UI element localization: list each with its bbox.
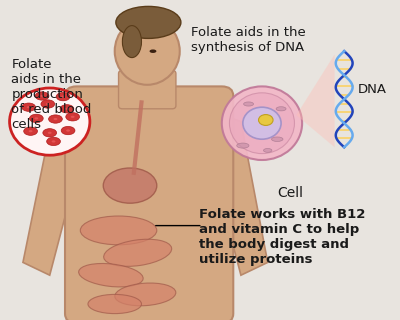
Ellipse shape <box>29 130 32 132</box>
Ellipse shape <box>230 93 294 154</box>
Ellipse shape <box>34 117 38 120</box>
Ellipse shape <box>104 239 172 266</box>
Ellipse shape <box>27 106 30 108</box>
Ellipse shape <box>35 92 49 100</box>
Ellipse shape <box>115 283 176 306</box>
Ellipse shape <box>88 294 142 314</box>
Ellipse shape <box>71 116 74 118</box>
Text: Folate
aids in the
production
of red blood
cells: Folate aids in the production of red blo… <box>12 58 92 131</box>
Ellipse shape <box>52 140 56 143</box>
Ellipse shape <box>43 129 56 137</box>
Ellipse shape <box>276 107 286 111</box>
Ellipse shape <box>61 126 75 135</box>
Ellipse shape <box>79 263 143 287</box>
Text: Cell: Cell <box>278 186 304 200</box>
Ellipse shape <box>48 115 62 123</box>
Ellipse shape <box>47 137 60 146</box>
FancyBboxPatch shape <box>118 70 176 109</box>
Ellipse shape <box>244 102 254 106</box>
Ellipse shape <box>48 132 52 134</box>
Ellipse shape <box>150 50 156 53</box>
Ellipse shape <box>41 100 55 108</box>
Ellipse shape <box>264 148 272 152</box>
Ellipse shape <box>258 115 273 125</box>
Ellipse shape <box>66 113 80 121</box>
Ellipse shape <box>237 143 249 148</box>
Ellipse shape <box>61 96 65 98</box>
Text: Folate aids in the
synthesis of DNA: Folate aids in the synthesis of DNA <box>191 26 306 53</box>
Polygon shape <box>296 54 335 147</box>
Polygon shape <box>23 102 84 275</box>
Ellipse shape <box>103 168 157 203</box>
Ellipse shape <box>24 127 38 135</box>
Ellipse shape <box>60 105 74 113</box>
Ellipse shape <box>122 26 142 58</box>
Ellipse shape <box>80 216 157 245</box>
Ellipse shape <box>40 95 44 97</box>
Text: DNA: DNA <box>358 83 386 96</box>
Ellipse shape <box>272 137 283 141</box>
Ellipse shape <box>46 103 50 105</box>
Ellipse shape <box>22 103 36 111</box>
Ellipse shape <box>243 107 281 139</box>
Ellipse shape <box>222 86 302 160</box>
Ellipse shape <box>116 6 181 38</box>
Ellipse shape <box>65 108 69 110</box>
Ellipse shape <box>66 130 70 132</box>
FancyBboxPatch shape <box>65 86 233 320</box>
Ellipse shape <box>30 114 43 123</box>
Ellipse shape <box>115 18 180 85</box>
Text: Folate works with B12
and vitamin C to help
the body digest and
utilize proteins: Folate works with B12 and vitamin C to h… <box>199 208 365 266</box>
Ellipse shape <box>56 92 70 101</box>
Ellipse shape <box>54 118 57 120</box>
Polygon shape <box>206 112 268 275</box>
Circle shape <box>10 88 90 155</box>
Polygon shape <box>296 54 335 147</box>
